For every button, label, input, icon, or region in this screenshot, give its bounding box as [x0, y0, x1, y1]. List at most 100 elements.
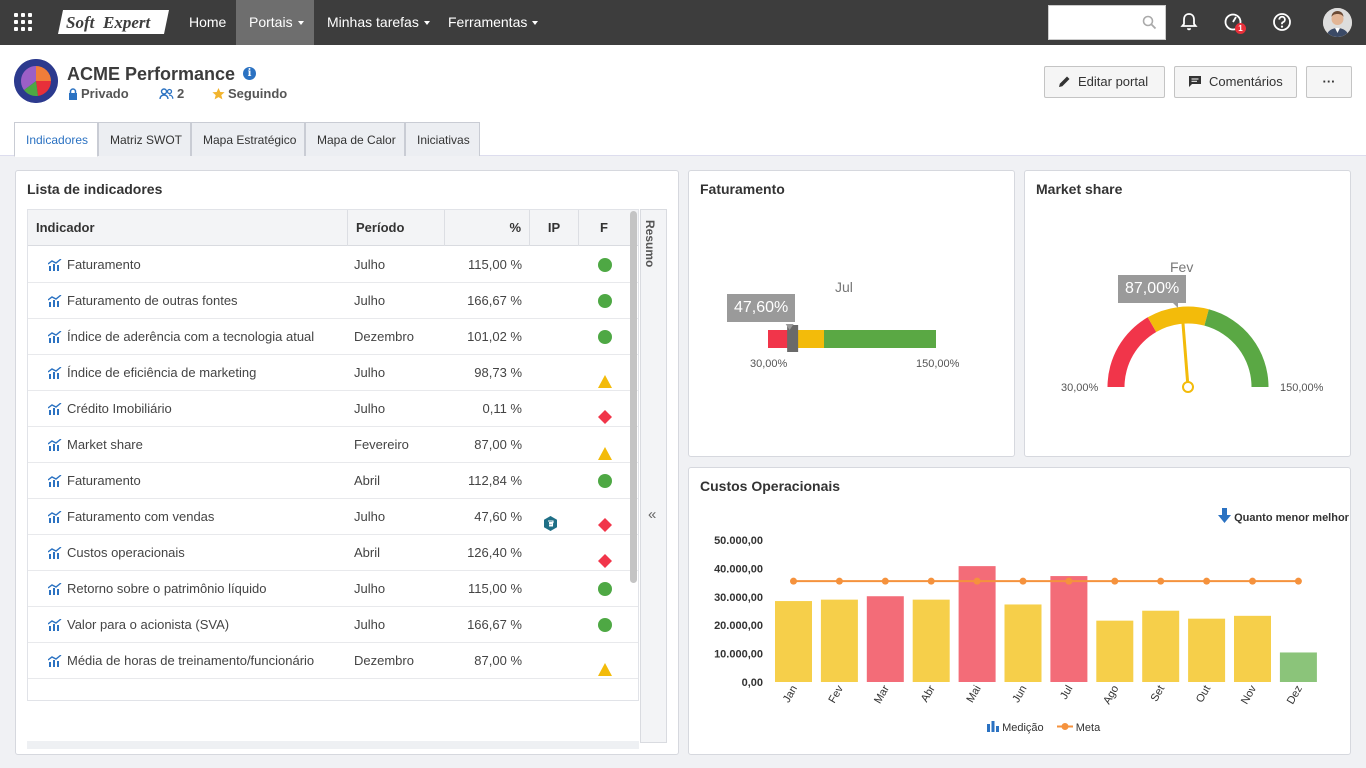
indicator-name[interactable]: Crédito Imobiliário — [67, 401, 172, 416]
legend-meta[interactable]: Meta — [1056, 722, 1100, 734]
table-row[interactable]: Média de horas de treinamento/funcionári… — [28, 643, 638, 679]
table-row[interactable]: Índice de eficiência de marketing Julho 98… — [28, 355, 638, 391]
tab-iniciativas[interactable]: Iniciativas — [405, 122, 480, 156]
indicator-name[interactable]: Market share — [67, 437, 143, 452]
performance-gauge-icon[interactable] — [1223, 11, 1245, 33]
follow-status[interactable]: Seguindo — [212, 86, 287, 101]
table-row[interactable]: Crédito Imobiliário Julho 0,11 % — [28, 391, 638, 427]
indicator-name[interactable]: Faturamento — [67, 473, 141, 488]
tab-mapa-de-calor[interactable]: Mapa de Calor — [305, 122, 405, 156]
search-input[interactable] — [1049, 6, 1139, 39]
legend-medicao[interactable]: Medição — [987, 721, 1047, 734]
indicator-name[interactable]: Valor para o acionista (SVA) — [67, 617, 230, 632]
svg-text:Expert: Expert — [102, 13, 152, 32]
search-icon[interactable] — [1142, 15, 1157, 30]
table-row[interactable]: Faturamento com vendas Julho 47,60 % — [28, 499, 638, 535]
nav-portais[interactable]: Portais — [236, 0, 314, 45]
indicator-percent: 115,00 % — [468, 257, 522, 272]
indicator-chart-icon — [48, 367, 62, 379]
tab-matriz-swot[interactable]: Matriz SWOT — [98, 122, 191, 156]
custos-title: Custos Operacionais — [700, 478, 841, 494]
indicator-name[interactable]: Faturamento com vendas — [67, 509, 215, 524]
indicator-chart-icon — [48, 511, 62, 523]
tab-mapa-estrategico[interactable]: Mapa Estratégico — [191, 122, 305, 156]
members-count[interactable]: 2 — [159, 86, 184, 101]
x-tick-label: Out — [1194, 684, 1213, 705]
indicator-percent: 166,67 % — [467, 617, 522, 632]
meta-point — [927, 577, 935, 585]
hexagon-icon[interactable] — [544, 509, 557, 545]
nav-home[interactable]: Home — [189, 14, 227, 30]
indicator-list-panel: Lista de indicadores Indicador Período %… — [15, 170, 679, 755]
app-launcher-icon[interactable] — [14, 13, 32, 31]
indicator-name[interactable]: Faturamento de outras fontes — [67, 293, 238, 308]
y-tick-label: 20.000,00 — [714, 620, 763, 632]
table-row[interactable]: Faturamento Julho 115,00 % — [28, 247, 638, 283]
indicator-name[interactable]: Média de horas de treinamento/funcionári… — [67, 653, 315, 668]
table-row[interactable]: Índice de aderência com a tecnologia atu… — [28, 319, 638, 355]
column-header-pct[interactable]: % — [445, 210, 530, 246]
gauge-marker — [787, 325, 799, 352]
indicator-list-title: Lista de indicadores — [27, 181, 163, 197]
column-header-ip[interactable]: IP — [530, 210, 579, 246]
column-header-periodo[interactable]: Período — [348, 210, 445, 246]
panel-footer-strip — [27, 741, 639, 749]
indicator-name[interactable]: Índice de aderência com a tecnologia atu… — [67, 329, 315, 344]
user-avatar[interactable] — [1323, 8, 1352, 37]
tab-indicadores[interactable]: Indicadores — [14, 122, 98, 157]
x-tick-label: Mar — [872, 683, 892, 706]
status-yellow-triangle-icon — [598, 438, 612, 474]
bar-set — [1142, 610, 1180, 682]
table-row[interactable]: Valor para o acionista (SVA) Julho 166,67 … — [28, 607, 638, 643]
nav-ferramentas[interactable]: Ferramentas — [435, 0, 551, 45]
edit-portal-button[interactable]: Editar portal — [1044, 66, 1165, 98]
column-header-f[interactable]: F — [600, 220, 608, 235]
resumo-side-panel[interactable]: Resumo « — [640, 209, 667, 743]
softexpert-logo[interactable]: Soft Expert — [57, 9, 170, 35]
indicator-period: Fevereiro — [354, 437, 409, 452]
indicator-chart-icon — [48, 331, 62, 343]
indicator-name[interactable]: Custos operacionais — [67, 545, 185, 560]
bar-chart-icon — [987, 721, 999, 732]
gauge-band-2 — [1204, 309, 1269, 387]
bell-icon[interactable] — [1178, 11, 1200, 33]
more-options-button[interactable]: ··· — [1306, 66, 1352, 98]
top-navbar: Soft Expert Home Portais Minhas tarefas … — [0, 0, 1366, 45]
indicator-percent: 87,00 % — [474, 437, 522, 452]
column-header-indicador[interactable]: Indicador — [28, 210, 348, 246]
y-tick-label: 10.000,00 — [714, 649, 763, 661]
indicator-name[interactable]: Faturamento — [67, 257, 141, 272]
x-tick-label: Jan — [781, 684, 800, 705]
indicator-period: Dezembro — [354, 653, 414, 668]
x-tick-label: Nov — [1239, 683, 1259, 706]
indicator-percent: 101,02 % — [467, 329, 522, 344]
table-row[interactable]: Faturamento de outras fontes Julho 166,67 … — [28, 283, 638, 319]
bar-nov — [1234, 615, 1271, 682]
gauge-band-0 — [1107, 317, 1157, 387]
market-share-min-label: 30,00% — [1061, 382, 1099, 394]
table-row[interactable]: Custos operacionais Abril 126,40 % — [28, 535, 638, 571]
custos-bar-chart: 50.000,00 40.000,00 30.000,00 20.000,00 10.0… — [714, 535, 1317, 706]
indicator-chart-icon — [48, 295, 62, 307]
collapse-chevron-icon[interactable]: « — [648, 506, 657, 523]
custos-operacionais-panel: Custos Operacionais Quanto menor melhor … — [688, 467, 1351, 755]
indicator-chart-icon — [48, 547, 62, 559]
help-icon[interactable] — [1271, 11, 1293, 33]
privacy-status: Privado — [68, 86, 129, 101]
gauge-band-2 — [824, 330, 936, 348]
info-icon[interactable]: i — [243, 67, 256, 80]
nav-minhas-tarefas[interactable]: Minhas tarefas — [314, 0, 443, 45]
vertical-scrollbar[interactable] — [630, 211, 637, 583]
table-row[interactable]: Retorno sobre o patrimônio líquido Julho 1… — [28, 571, 638, 607]
table-row[interactable]: Market share Fevereiro 87,00 % — [28, 427, 638, 463]
search-box[interactable] — [1048, 5, 1166, 40]
y-tick-label: 30.000,00 — [714, 592, 763, 604]
meta-point — [835, 577, 843, 585]
comments-button[interactable]: Comentários — [1174, 66, 1297, 98]
table-row[interactable]: Faturamento Abril 112,84 % — [28, 463, 638, 499]
indicator-chart-icon — [48, 619, 62, 631]
faturamento-min-label: 30,00% — [750, 358, 788, 370]
indicator-name[interactable]: Índice de eficiência de marketing — [67, 365, 257, 380]
indicator-name[interactable]: Retorno sobre o patrimônio líquido — [67, 581, 267, 596]
faturamento-linear-gauge — [768, 324, 936, 352]
